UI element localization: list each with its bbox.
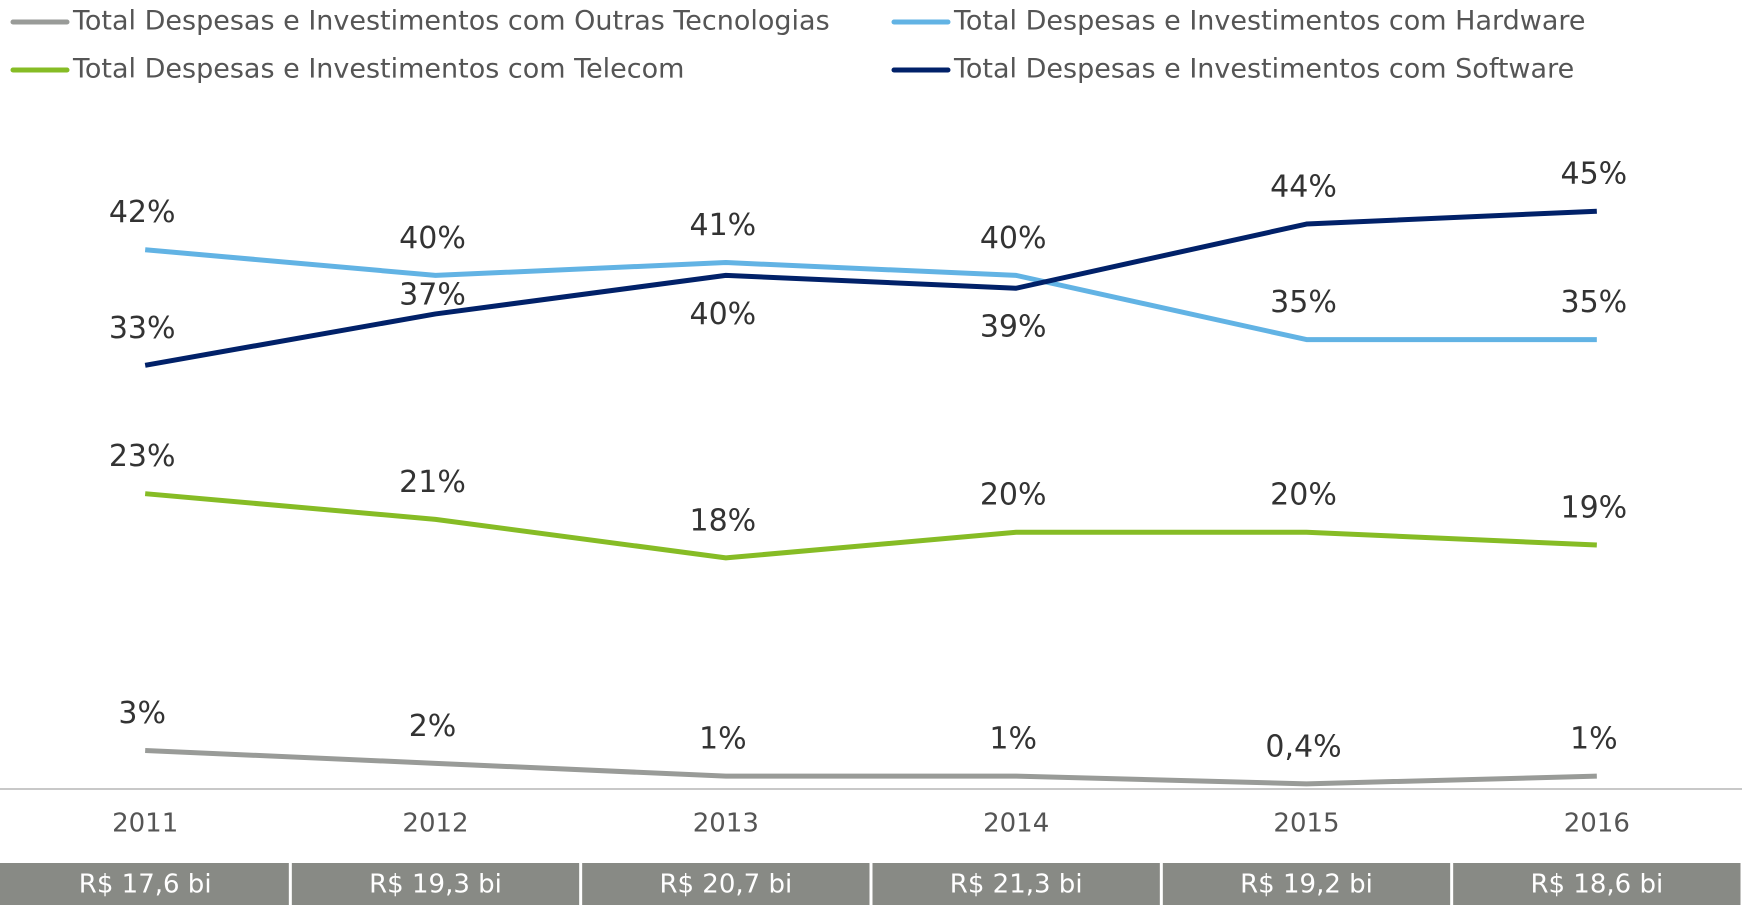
data-label: 35% [1270,285,1337,320]
data-label: 37% [399,277,466,312]
data-label: 3% [118,696,166,731]
series-line [144,208,1597,368]
data-label: 40% [689,297,756,332]
total-label: R$ 20,7 bi [659,870,792,900]
total-cell [1453,863,1741,905]
x-tick-label: 2012 [402,809,468,839]
data-label: 33% [109,311,176,346]
total-label: R$ 19,3 bi [369,870,502,900]
series-line [145,747,1597,787]
x-tick-label: 2013 [693,809,759,839]
data-label: 45% [1560,157,1627,192]
total-label: R$ 21,3 bi [950,870,1083,900]
data-label: 40% [980,221,1047,256]
legend-label: Total Despesas e Investimentos com Hardw… [953,6,1586,37]
total-cell [872,863,1160,905]
total-cell [291,863,580,905]
data-label: 1% [989,722,1037,757]
x-tick-label: 2014 [983,809,1049,839]
legend-label: Total Despesas e Investimentos com Softw… [953,54,1574,85]
data-label: 18% [689,503,756,538]
data-label: 2% [409,709,457,744]
series-line [144,491,1597,561]
total-label: R$ 18,6 bi [1530,870,1663,900]
x-tick-label: 2011 [112,809,178,839]
data-label: 35% [1560,285,1627,320]
legend-label: Total Despesas e Investimentos com Outra… [72,6,830,37]
data-label: 41% [689,208,756,243]
series-line [144,247,1597,343]
data-label: 42% [109,195,176,230]
data-label: 0,4% [1265,729,1341,764]
data-label: 23% [109,439,176,474]
x-tick-label: 2015 [1273,809,1339,839]
data-label: 44% [1270,170,1337,205]
x-tick-label: 2016 [1564,809,1630,839]
total-cell [1162,863,1451,905]
total-label: R$ 19,2 bi [1240,870,1373,900]
total-label: R$ 17,6 bi [79,870,212,900]
total-cell [582,863,870,905]
data-label: 20% [1270,478,1337,513]
data-label: 1% [1570,722,1618,757]
data-label: 21% [399,465,466,500]
data-label: 19% [1560,491,1627,526]
data-label: 40% [399,221,466,256]
data-label: 39% [980,310,1047,345]
data-label: 20% [980,478,1047,513]
data-label: 1% [699,722,747,757]
total-cell [0,863,289,905]
legend-label: Total Despesas e Investimentos com Telec… [72,54,684,85]
